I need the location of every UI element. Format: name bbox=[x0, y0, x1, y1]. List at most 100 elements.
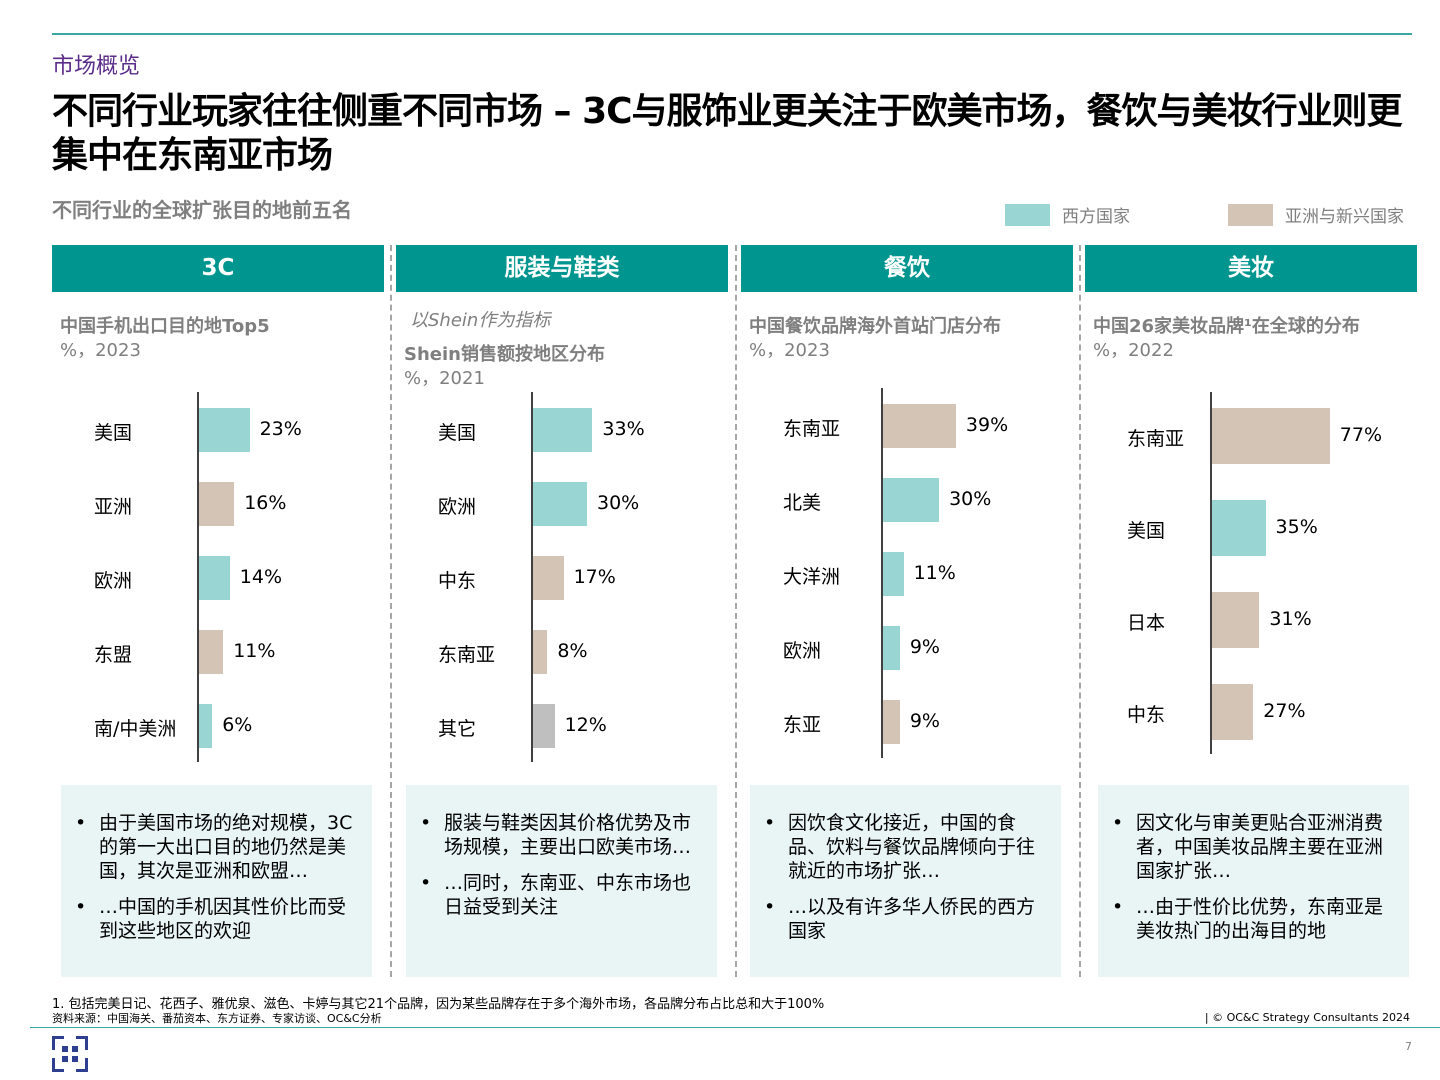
bullet-list: 由于美国市场的绝对规模，3C的第一大出口目的地仍然是美国，其次是亚洲和欧盟… …中… bbox=[75, 811, 358, 943]
chart-title: 中国手机出口目的地Top5 bbox=[60, 316, 270, 337]
category-label: 东南亚 bbox=[438, 644, 496, 666]
page-number: 7 bbox=[1405, 1040, 1412, 1053]
value-label: 11% bbox=[913, 562, 956, 584]
value-label: 17% bbox=[573, 566, 616, 588]
bullet-item: …以及有许多华人侨民的西方国家 bbox=[764, 895, 1047, 943]
bar-东盟 bbox=[199, 630, 224, 674]
bar-东南亚 bbox=[1212, 408, 1330, 464]
chart-title: 中国26家美妆品牌¹在全球的分布 bbox=[1093, 316, 1360, 337]
bar-欧洲 bbox=[199, 556, 230, 600]
category-label: 东南亚 bbox=[1127, 428, 1185, 450]
category-label: 中东 bbox=[438, 570, 477, 592]
bullet-item: 因文化与审美更贴合亚洲消费者，中国美妆品牌主要在亚洲国家扩张… bbox=[1112, 811, 1395, 883]
bar-东南亚 bbox=[533, 630, 548, 674]
value-label: 23% bbox=[259, 418, 302, 440]
category-label: 东亚 bbox=[783, 714, 822, 736]
legend-label: 亚洲与新兴国家 bbox=[1285, 207, 1404, 227]
value-label: 16% bbox=[244, 492, 287, 514]
page-title: 不同行业玩家往往侧重不同市场 – 3C与服饰业更关注于欧美市场，餐饮与美妆行业则… bbox=[52, 91, 1403, 176]
value-label: 8% bbox=[557, 640, 588, 662]
value-label: 33% bbox=[602, 418, 645, 440]
bar-亚洲 bbox=[199, 482, 235, 526]
bar-欧洲 bbox=[883, 626, 900, 670]
bar-中东 bbox=[1212, 684, 1254, 740]
page-subtitle: 不同行业的全球扩张目的地前五名 bbox=[52, 198, 352, 222]
value-label: 31% bbox=[1269, 608, 1312, 630]
footnote: 1. 包括完美日记、花西子、雅优泉、滋色、卡婷与其它21个品牌，因为某些品牌存在… bbox=[52, 997, 825, 1012]
insight-box: 因饮食文化接近，中国的食品、饮料与餐饮品牌倾向于往就近的市场扩张… …以及有许多华… bbox=[750, 785, 1061, 977]
bullet-item: 因饮食文化接近，中国的食品、饮料与餐饮品牌倾向于往就近的市场扩张… bbox=[764, 811, 1047, 883]
value-label: 14% bbox=[239, 566, 283, 588]
category-label: 中东 bbox=[1127, 704, 1166, 726]
chart-unit: %，2023 bbox=[749, 340, 830, 361]
category-label: 美国 bbox=[438, 422, 477, 444]
chart-axis bbox=[531, 392, 533, 762]
category-label: 北美 bbox=[783, 492, 822, 514]
legend-label: 西方国家 bbox=[1062, 207, 1130, 227]
legend-western: 西方国家 bbox=[1005, 202, 1130, 227]
panel-header: 美妆 bbox=[1085, 245, 1417, 292]
chart-title: 中国餐饮品牌海外首站门店分布 bbox=[749, 316, 1001, 337]
value-label: 12% bbox=[564, 714, 607, 736]
value-label: 9% bbox=[909, 710, 940, 732]
bullet-item: …中国的手机因其性价比而受到这些地区的欢迎 bbox=[75, 895, 358, 943]
bullet-list: 因文化与审美更贴合亚洲消费者，中国美妆品牌主要在亚洲国家扩张… …由于性价比优势，… bbox=[1112, 811, 1395, 943]
bar-北美 bbox=[883, 478, 940, 522]
copyright: | © OC&C Strategy Consultants 2024 bbox=[1204, 1011, 1410, 1024]
bar-美国 bbox=[1212, 500, 1266, 556]
category-label: 大洋洲 bbox=[783, 566, 841, 588]
chart-note: 以Shein作为指标 bbox=[410, 310, 551, 331]
insight-box: 服装与鞋类因其价格优势及市场规模，主要出口欧美市场… …同时，东南亚、中东市场也日… bbox=[406, 785, 717, 977]
chart-unit: %，2022 bbox=[1093, 340, 1174, 361]
value-label: 6% bbox=[222, 714, 253, 736]
category-label: 日本 bbox=[1127, 612, 1166, 634]
category-label: 亚洲 bbox=[94, 496, 133, 518]
panel-separator bbox=[1079, 245, 1081, 977]
category-label: 南/中美洲 bbox=[94, 718, 177, 740]
bar-东亚 bbox=[883, 700, 900, 744]
value-label: 35% bbox=[1275, 516, 1318, 538]
bar-大洋洲 bbox=[883, 552, 904, 596]
bottom-rule bbox=[30, 1027, 1440, 1028]
category-label: 欧洲 bbox=[438, 496, 477, 518]
category-label: 美国 bbox=[94, 422, 133, 444]
bar-中东 bbox=[533, 556, 564, 600]
bullet-list: 因饮食文化接近，中国的食品、饮料与餐饮品牌倾向于往就近的市场扩张… …以及有许多华… bbox=[764, 811, 1047, 943]
bar-美国 bbox=[199, 408, 250, 452]
legend-swatch bbox=[1005, 203, 1050, 226]
insight-box: 由于美国市场的绝对规模，3C的第一大出口目的地仍然是美国，其次是亚洲和欧盟… …中… bbox=[61, 785, 372, 977]
category-label: 其它 bbox=[438, 718, 477, 740]
category-label: 美国 bbox=[1127, 520, 1166, 542]
bar-其它 bbox=[533, 704, 555, 748]
bullet-item: …同时，东南亚、中东市场也日益受到关注 bbox=[420, 871, 703, 919]
bar-美国 bbox=[533, 408, 593, 452]
source-note: 资料来源：中国海关、番茄资本、东方证券、专家访谈、OC&C分析 bbox=[52, 1012, 382, 1025]
chart-unit: %，2021 bbox=[404, 368, 485, 389]
chart-axis bbox=[1210, 392, 1212, 754]
value-label: 30% bbox=[949, 488, 992, 510]
value-label: 39% bbox=[965, 414, 1009, 436]
insight-box: 因文化与审美更贴合亚洲消费者，中国美妆品牌主要在亚洲国家扩张… …由于性价比优势，… bbox=[1098, 785, 1409, 977]
panel-header: 3C bbox=[52, 245, 384, 292]
category-label: 欧洲 bbox=[94, 570, 133, 592]
legend-asian: 亚洲与新兴国家 bbox=[1228, 202, 1404, 227]
panel-separator bbox=[390, 245, 392, 977]
bullet-item: 由于美国市场的绝对规模，3C的第一大出口目的地仍然是美国，其次是亚洲和欧盟… bbox=[75, 811, 358, 883]
value-label: 30% bbox=[597, 492, 640, 514]
bar-日本 bbox=[1212, 592, 1260, 648]
bullet-item: …由于性价比优势，东南亚是美妆热门的出海目的地 bbox=[1112, 895, 1395, 943]
category-label: 东南亚 bbox=[783, 418, 841, 440]
panel-separator bbox=[735, 245, 737, 977]
chart-axis bbox=[881, 388, 883, 758]
value-label: 11% bbox=[233, 640, 276, 662]
panel-header: 餐饮 bbox=[741, 245, 1073, 292]
bar-南/中美洲 bbox=[199, 704, 213, 748]
top-rule bbox=[52, 33, 1412, 35]
bullet-list: 服装与鞋类因其价格优势及市场规模，主要出口欧美市场… …同时，东南亚、中东市场也日… bbox=[420, 811, 703, 919]
category-label: 东盟 bbox=[94, 644, 133, 666]
bullet-item: 服装与鞋类因其价格优势及市场规模，主要出口欧美市场… bbox=[420, 811, 703, 859]
value-label: 9% bbox=[909, 636, 940, 658]
value-label: 27% bbox=[1263, 700, 1306, 722]
chart-title: Shein销售额按地区分布 bbox=[404, 344, 605, 365]
category-label: 欧洲 bbox=[783, 640, 822, 662]
